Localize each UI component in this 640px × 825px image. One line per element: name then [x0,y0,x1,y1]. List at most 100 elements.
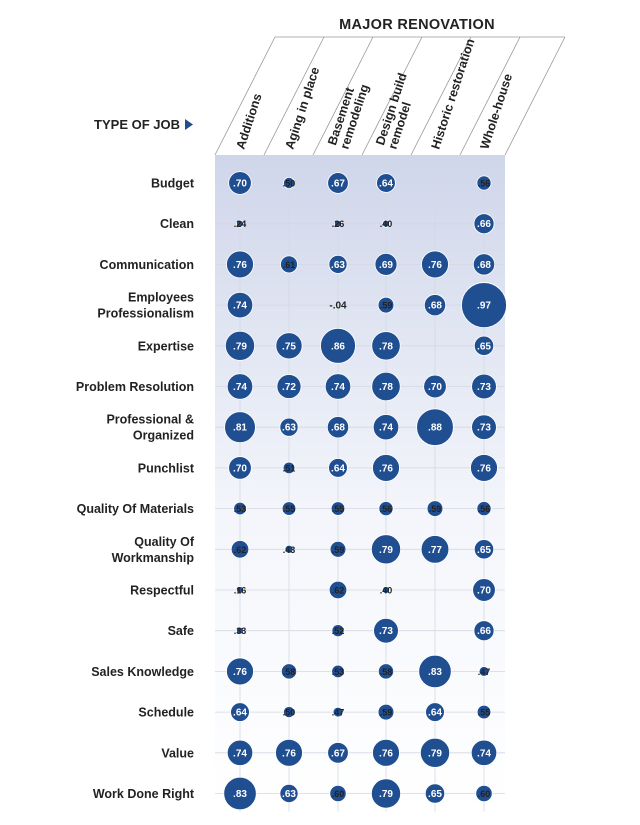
bubble-mark [226,373,254,400]
bubble-value-label: .86 [331,341,345,352]
bubble-safe-basement-remodeling: .52 [331,624,345,638]
bubble-quality-of-materials-additions: .53 [233,501,247,516]
bubble-value-label: .16 [234,586,247,596]
bubble-value-label: .63 [282,423,296,434]
bubble-value-label: .60 [332,789,345,799]
bubble-expertise-aging-in-place: .75 [275,332,303,360]
bubble-mark [230,540,250,559]
bubbles: .70 .50 .67 .64 .56 .24 .26 .40 .66 .76 .61 .63 .69.… [223,171,507,811]
bubble-professional-and-organized-aging-in-place: .63 [279,417,299,437]
bubble-work-done-right-basement-remodeling: .60 [329,784,347,803]
bubble-quality-of-materials-aging-in-place: .55 [281,501,297,516]
bubble-quality-of-workmanship-additions: .62 [230,540,250,559]
bubble-value-label: .59 [332,545,345,555]
bubble-value-label: .58 [380,667,393,677]
bubble-value-label: .61 [283,260,296,270]
bubble-punchlist-design-build-remodel: .76 [372,454,400,482]
bubble-mark [423,294,447,317]
bubble-mark [473,620,495,642]
bubble-value-historic-restoration: .79 [419,737,451,768]
bubble-mark [370,534,402,565]
bubble-sales-knowledge-aging-in-place: .58 [280,663,298,680]
bubble-value-label: .62 [234,545,247,555]
bubble-value-label: .56 [478,179,491,189]
header-divider [263,36,325,156]
bubble-mark [328,458,348,478]
header-divider [410,36,472,156]
row-label-work-done-right: Work Done Right [93,787,195,801]
bubble-schedule-basement-remodeling: .47 [332,706,344,718]
bubble-mark [226,657,254,686]
bubble-value-label: .65 [428,789,442,800]
bubble-safe-whole-house: .66 [473,620,495,642]
bubble-value-label: .33 [234,626,247,636]
bubble-employees-professionalism-historic-restoration: .68 [423,294,447,317]
bubble-value-label: .64 [233,708,247,719]
header-divider [361,36,423,156]
bubble-value-label: .76 [379,748,393,759]
bubble-employees-professionalism-additions: .74 [226,291,254,319]
header-divider [504,36,566,156]
bubble-value-label: -.04 [329,301,347,312]
bubble-budget-whole-house: .56 [476,175,492,191]
bubble-work-done-right-historic-restoration: .65 [424,783,446,804]
bubble-mark [473,539,495,560]
header-divider [214,36,276,156]
bubble-mark [478,666,490,677]
bubble-mark [280,663,298,680]
bubble-mark [419,737,451,768]
bubble-professional-and-organized-whole-house: .73 [471,414,497,440]
bubble-sales-knowledge-historic-restoration: .83 [418,654,452,689]
bubble-value-label: .59 [380,708,393,718]
bubble-mark [382,219,390,228]
bubble-expertise-design-build-remodel: .78 [371,331,401,361]
bubble-sales-knowledge-basement-remodeling: .53 [331,664,345,679]
bubble-mark [330,501,346,516]
bubble-value-additions: .74 [226,739,254,766]
bubble-quality-of-workmanship-design-build-remodel: .79 [370,534,402,565]
bubble-communication-aging-in-place: .61 [280,255,298,274]
row-label-value: Value [161,746,194,760]
bubble-value-label: .50 [283,708,296,718]
bubble-mark [224,330,256,361]
bubble-value-label: .64 [331,463,345,474]
bubble-mark [423,374,447,399]
bubble-employees-professionalism-basement-remodeling: -.04 [329,301,347,312]
bubble-respectful-whole-house: .70 [472,578,496,602]
bubble-mark [420,535,450,564]
column-header: Additions Aging in place Basementremodelin… [214,36,566,156]
bubble-mark [329,784,347,803]
bubble-mark [476,501,492,517]
bubble-value-whole-house: .74 [470,739,498,766]
bubble-quality-of-workmanship-aging-in-place: .43 [283,545,296,555]
row-label-employees-professionalism: Employees Professionalism [97,291,194,321]
bubble-value-label: .78 [379,382,393,393]
bubble-value-label: .73 [477,423,491,434]
bubble-mark [275,738,303,767]
bubble-value-basement-remodeling: .67 [327,742,349,764]
bubble-value-label: .74 [233,748,247,759]
bubble-value-label: .70 [428,382,442,393]
bubble-value-label: .81 [233,423,247,434]
bubble-expertise-additions: .79 [224,330,256,361]
bubble-respectful-basement-remodeling: .62 [328,580,348,600]
bubble-mark [279,417,299,437]
bubble-value-label: .72 [282,382,296,393]
bubble-mark [223,776,257,811]
bubble-punchlist-whole-house: .76 [470,454,498,482]
bubble-mark [329,540,347,558]
bubble-mark [228,456,252,480]
bubble-sales-knowledge-whole-house: .47 [478,666,490,677]
bubble-value-label: .78 [379,341,393,352]
bubble-mark [470,739,498,766]
bubble-value-label: .76 [233,260,247,271]
bubble-respectful-design-build-remodel: .40 [380,586,393,596]
header-divider [459,36,521,156]
bubble-value-label: .55 [478,708,491,718]
row-labels: Budget Clean Communication Employees Profess… [76,177,195,802]
bubble-expertise-basement-remodeling: .86 [320,327,356,364]
bubble-value-label: .67 [331,179,345,190]
bubble-value-label: .24 [234,219,247,229]
row-label-sales-knowledge: Sales Knowledge [91,665,194,679]
